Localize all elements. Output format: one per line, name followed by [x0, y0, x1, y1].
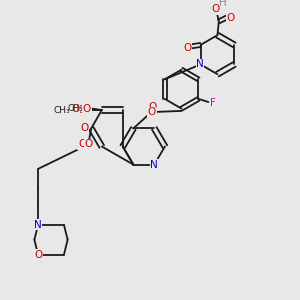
Text: CH₃: CH₃	[54, 106, 70, 115]
Text: N: N	[196, 59, 204, 69]
Text: O: O	[148, 103, 157, 112]
Text: O: O	[147, 107, 156, 117]
Text: O: O	[184, 43, 192, 53]
Text: O: O	[212, 4, 220, 14]
Text: O: O	[77, 105, 85, 115]
Text: O: O	[34, 250, 42, 260]
Text: O: O	[71, 104, 80, 115]
Text: O: O	[78, 140, 86, 149]
Text: N: N	[150, 160, 158, 170]
Text: H: H	[219, 0, 227, 8]
Text: O: O	[227, 13, 235, 23]
Text: O: O	[81, 123, 89, 134]
Text: O: O	[84, 140, 92, 149]
Text: O: O	[83, 103, 91, 114]
Text: N: N	[34, 220, 41, 230]
Text: F: F	[210, 98, 216, 108]
Text: CH₃: CH₃	[67, 104, 83, 113]
